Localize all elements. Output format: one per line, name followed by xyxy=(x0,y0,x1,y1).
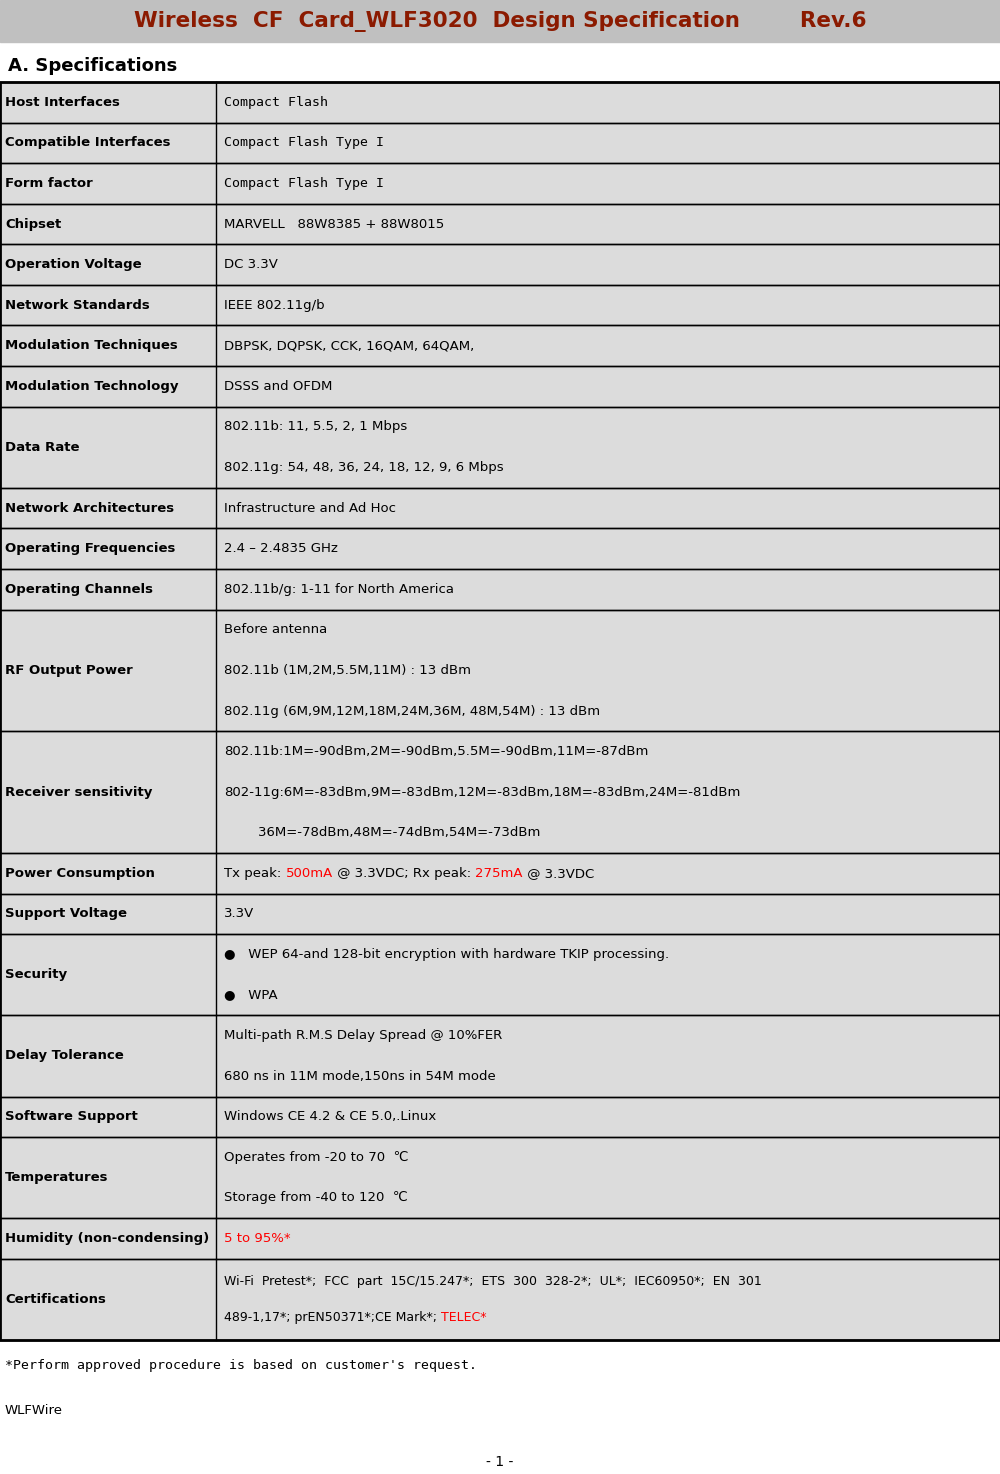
Text: Modulation Technology: Modulation Technology xyxy=(5,380,178,394)
Text: WLFWire: WLFWire xyxy=(5,1405,63,1418)
Bar xyxy=(0,935,1000,1016)
Text: Compact Flash: Compact Flash xyxy=(224,96,328,109)
Text: Certifications: Certifications xyxy=(5,1293,106,1306)
Bar xyxy=(0,610,1000,731)
Text: Storage from -40 to 120  ℃: Storage from -40 to 120 ℃ xyxy=(224,1191,408,1204)
Bar xyxy=(0,893,1000,935)
Bar xyxy=(0,83,1000,122)
Text: Wireless  CF  Card_WLF3020  Design Specification        Rev.6: Wireless CF Card_WLF3020 Design Specific… xyxy=(134,10,866,31)
Bar xyxy=(0,83,1000,1340)
Bar xyxy=(0,366,1000,407)
Bar xyxy=(0,1259,1000,1340)
Bar xyxy=(0,203,1000,245)
Text: RF Output Power: RF Output Power xyxy=(5,663,133,677)
Text: Support Voltage: Support Voltage xyxy=(5,908,127,920)
Text: Operation Voltage: Operation Voltage xyxy=(5,258,142,271)
Text: Host Interfaces: Host Interfaces xyxy=(5,96,120,109)
Text: Receiver sensitivity: Receiver sensitivity xyxy=(5,786,152,799)
Text: Software Support: Software Support xyxy=(5,1110,138,1123)
Bar xyxy=(0,1016,1000,1097)
Bar xyxy=(0,407,1000,488)
Text: Operating Channels: Operating Channels xyxy=(5,582,153,595)
Bar xyxy=(0,1136,1000,1218)
Text: 5 to 95%*: 5 to 95%* xyxy=(224,1232,291,1246)
Text: Compatible Interfaces: Compatible Interfaces xyxy=(5,137,170,149)
Text: 802-11g:6M=-83dBm,9M=-83dBm,12M=-83dBm,18M=-83dBm,24M=-81dBm: 802-11g:6M=-83dBm,9M=-83dBm,12M=-83dBm,1… xyxy=(224,786,740,799)
Text: Power Consumption: Power Consumption xyxy=(5,867,155,880)
Text: Delay Tolerance: Delay Tolerance xyxy=(5,1049,124,1063)
Bar xyxy=(0,488,1000,528)
Text: @ 3.3VDC; Rx peak:: @ 3.3VDC; Rx peak: xyxy=(333,867,475,880)
Text: TELEC*: TELEC* xyxy=(441,1310,486,1324)
Text: *Perform approved procedure is based on customer's request.: *Perform approved procedure is based on … xyxy=(5,1359,477,1372)
Text: DC 3.3V: DC 3.3V xyxy=(224,258,278,271)
Bar xyxy=(0,284,1000,326)
Text: 802.11b (1M,2M,5.5M,11M) : 13 dBm: 802.11b (1M,2M,5.5M,11M) : 13 dBm xyxy=(224,663,471,677)
Text: 36M=-78dBm,48M=-74dBm,54M=-73dBm: 36M=-78dBm,48M=-74dBm,54M=-73dBm xyxy=(224,827,540,839)
Text: Chipset: Chipset xyxy=(5,218,61,230)
Text: 802.11g (6M,9M,12M,18M,24M,36M, 48M,54M) : 13 dBm: 802.11g (6M,9M,12M,18M,24M,36M, 48M,54M)… xyxy=(224,705,600,718)
Text: Compact Flash Type I: Compact Flash Type I xyxy=(224,177,384,190)
Text: Wi-Fi  Pretest*;  FCC  part  15C/15.247*;  ETS  300  328-2*;  UL*;  IEC60950*;  : Wi-Fi Pretest*; FCC part 15C/15.247*; ET… xyxy=(224,1275,762,1288)
Text: 680 ns in 11M mode,150ns in 54M mode: 680 ns in 11M mode,150ns in 54M mode xyxy=(224,1070,496,1083)
Text: 489-1,17*; prEN50371*;CE Mark*;: 489-1,17*; prEN50371*;CE Mark*; xyxy=(224,1310,441,1324)
Text: Before antenna: Before antenna xyxy=(224,624,327,637)
Text: 802.11b:1M=-90dBm,2M=-90dBm,5.5M=-90dBm,11M=-87dBm: 802.11b:1M=-90dBm,2M=-90dBm,5.5M=-90dBm,… xyxy=(224,744,648,758)
Text: Multi-path R.M.S Delay Spread @ 10%FER: Multi-path R.M.S Delay Spread @ 10%FER xyxy=(224,1029,502,1042)
Bar xyxy=(0,326,1000,366)
Text: ●   WEP 64-and 128-bit encryption with hardware TKIP processing.: ● WEP 64-and 128-bit encryption with har… xyxy=(224,948,669,961)
Text: 802.11b: 11, 5.5, 2, 1 Mbps: 802.11b: 11, 5.5, 2, 1 Mbps xyxy=(224,420,407,433)
Bar xyxy=(0,1097,1000,1136)
Bar xyxy=(0,569,1000,610)
Text: Network Architectures: Network Architectures xyxy=(5,501,174,514)
Bar xyxy=(0,1218,1000,1259)
Text: DSSS and OFDM: DSSS and OFDM xyxy=(224,380,332,394)
Text: Temperatures: Temperatures xyxy=(5,1172,108,1184)
Text: Modulation Techniques: Modulation Techniques xyxy=(5,339,178,352)
Text: 3.3V: 3.3V xyxy=(224,908,254,920)
Text: - 1 -: - 1 - xyxy=(486,1455,514,1470)
Text: Security: Security xyxy=(5,968,67,982)
Text: DBPSK, DQPSK, CCK, 16QAM, 64QAM,: DBPSK, DQPSK, CCK, 16QAM, 64QAM, xyxy=(224,339,474,352)
Text: Data Rate: Data Rate xyxy=(5,441,80,454)
Bar xyxy=(0,853,1000,893)
Text: MARVELL   88W8385 + 88W8015: MARVELL 88W8385 + 88W8015 xyxy=(224,218,444,230)
Text: 275mA: 275mA xyxy=(475,867,523,880)
Text: A. Specifications: A. Specifications xyxy=(8,57,177,75)
Text: Windows CE 4.2 & CE 5.0,.Linux: Windows CE 4.2 & CE 5.0,.Linux xyxy=(224,1110,436,1123)
Text: Tx peak:: Tx peak: xyxy=(224,867,286,880)
Text: Infrastructure and Ad Hoc: Infrastructure and Ad Hoc xyxy=(224,501,396,514)
Bar xyxy=(0,731,1000,853)
Text: Network Standards: Network Standards xyxy=(5,299,150,311)
Bar xyxy=(0,245,1000,284)
Text: IEEE 802.11g/b: IEEE 802.11g/b xyxy=(224,299,325,311)
Bar xyxy=(0,528,1000,569)
Text: 802.11b/g: 1-11 for North America: 802.11b/g: 1-11 for North America xyxy=(224,582,454,595)
Text: @ 3.3VDC: @ 3.3VDC xyxy=(523,867,594,880)
Text: Operating Frequencies: Operating Frequencies xyxy=(5,542,175,556)
Bar xyxy=(0,122,1000,164)
Text: 500mA: 500mA xyxy=(286,867,333,880)
Text: Compact Flash Type I: Compact Flash Type I xyxy=(224,137,384,149)
Text: Humidity (non-condensing): Humidity (non-condensing) xyxy=(5,1232,209,1246)
Bar xyxy=(0,0,1000,41)
Text: Form factor: Form factor xyxy=(5,177,93,190)
Text: Operates from -20 to 70  ℃: Operates from -20 to 70 ℃ xyxy=(224,1151,409,1164)
Bar xyxy=(0,164,1000,203)
Text: ●   WPA: ● WPA xyxy=(224,989,278,1001)
Text: 802.11g: 54, 48, 36, 24, 18, 12, 9, 6 Mbps: 802.11g: 54, 48, 36, 24, 18, 12, 9, 6 Mb… xyxy=(224,461,504,475)
Text: 2.4 – 2.4835 GHz: 2.4 – 2.4835 GHz xyxy=(224,542,338,556)
